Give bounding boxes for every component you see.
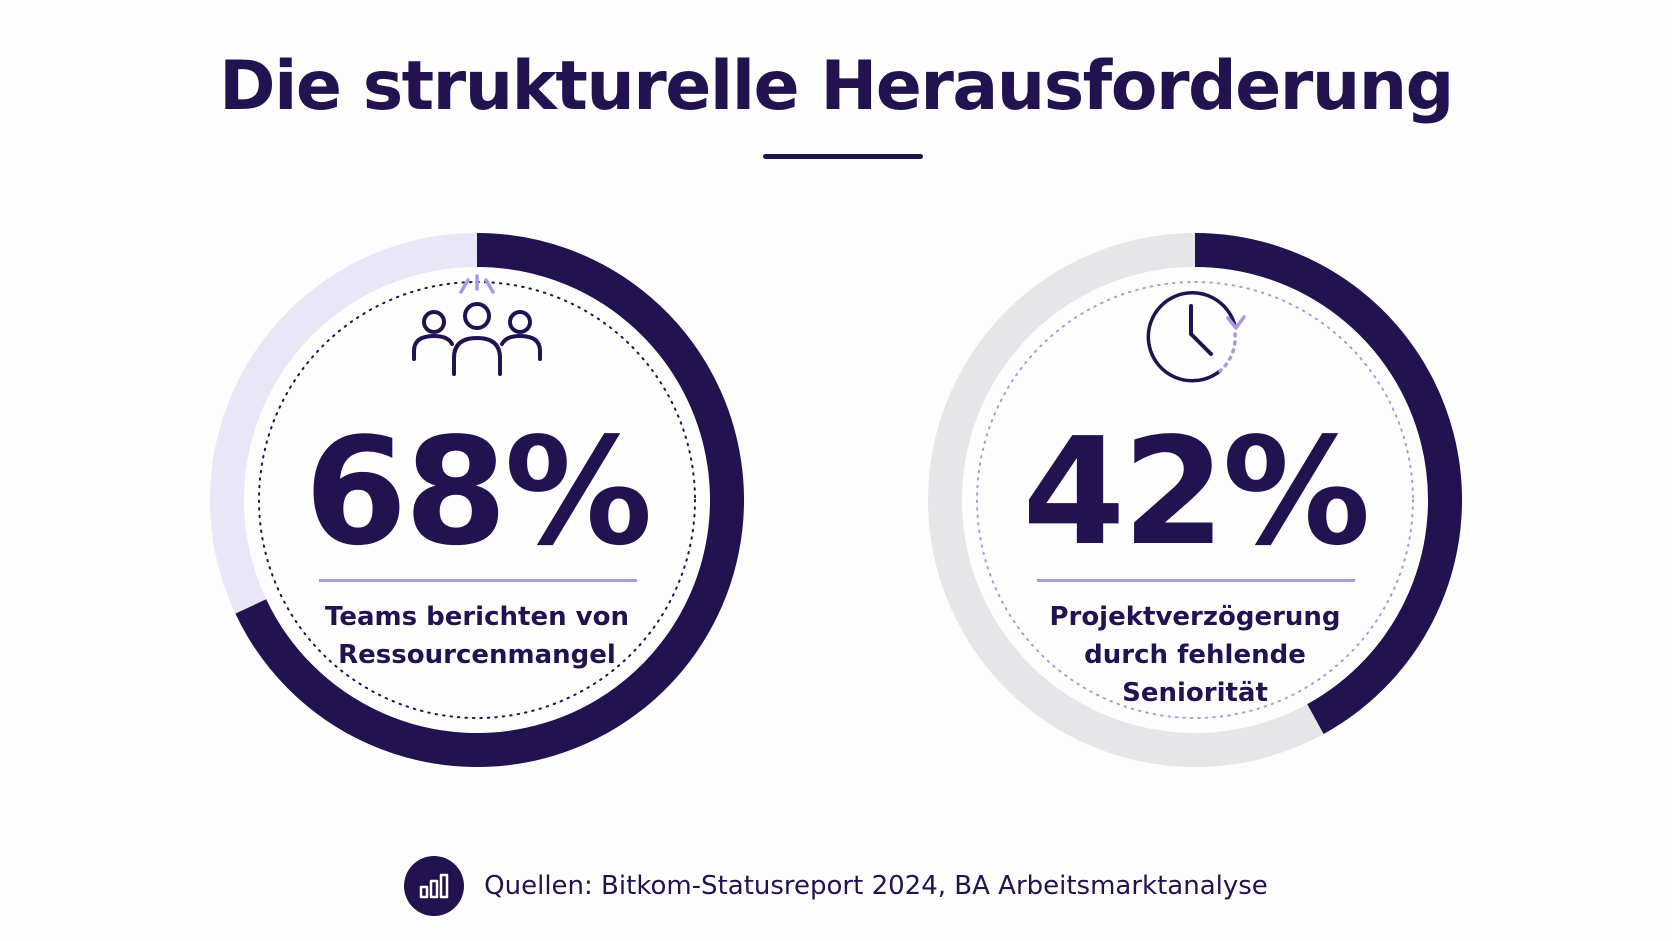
bar-chart-icon — [404, 856, 465, 916]
source-text: Quellen: Bitkom-Statusreport 2024, BA Ar… — [484, 871, 1268, 901]
gauge-project-delay: 42% Projektverzögerung durch fehlende Se… — [895, 200, 1495, 800]
gauge-progress-arc — [1194, 233, 1462, 734]
gauge-progress-arc — [235, 233, 744, 767]
gauge-divider — [319, 579, 637, 582]
clock-icon — [895, 282, 1495, 390]
source-footer: Quellen: Bitkom-Statusreport 2024, BA Ar… — [0, 856, 1672, 916]
gauge-label: Projektverzögerung durch fehlende Senior… — [1049, 602, 1341, 708]
gauge-resource-shortage: 68% Teams berichten von Ressourcenmangel — [177, 200, 777, 800]
gauge-value: 42% — [1022, 406, 1370, 578]
gauge-ring-chart — [928, 233, 1462, 767]
gauge-label: Teams berichten von Ressourcenmangel — [325, 602, 629, 670]
page-title: Die strukturelle Herausforderung — [219, 47, 1454, 126]
gauge-inner-dotted-ring — [976, 281, 1414, 719]
title-underline — [763, 154, 923, 159]
gauge-value: 68% — [304, 406, 652, 578]
gauge-divider — [1037, 579, 1355, 582]
people-group-icon — [177, 274, 777, 388]
